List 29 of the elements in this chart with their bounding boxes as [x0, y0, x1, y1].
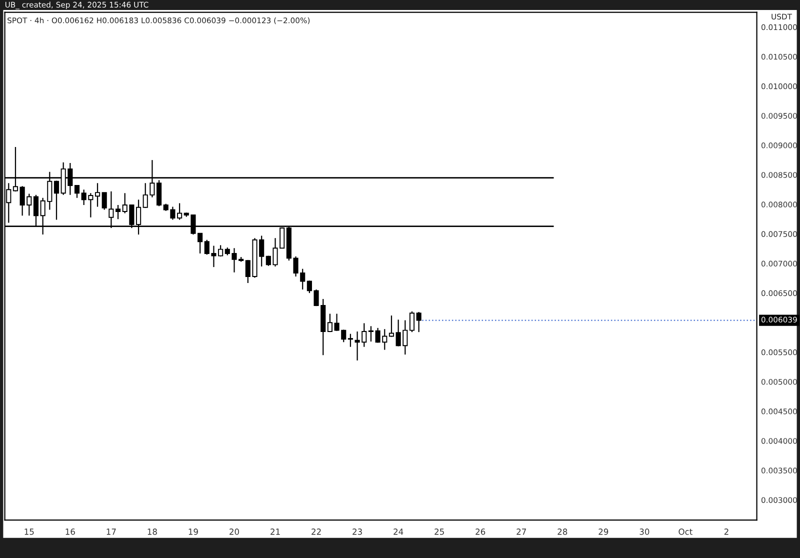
x-tick-label: 16: [66, 528, 75, 535]
candlestick: [327, 313, 332, 333]
candlestick: [94, 182, 100, 208]
x-tick-label: 24: [394, 528, 404, 535]
x-tick-label: 2: [724, 528, 728, 535]
x-tick-label: 18: [148, 528, 157, 535]
x-tick-label: Oct: [678, 528, 692, 535]
x-tick-label: 27: [516, 528, 526, 535]
x-tick-label: 28: [558, 528, 568, 535]
candlestick: [115, 204, 121, 220]
candlestick: [416, 311, 422, 333]
x-tick-label: 19: [188, 528, 198, 535]
x-tick-label: 23: [352, 528, 362, 535]
x-tick-label: 21: [270, 528, 280, 535]
x-tick-label: 15: [24, 528, 34, 535]
x-tick-label: 30: [640, 528, 650, 535]
candlestick: [348, 333, 353, 348]
x-tick-label: 20: [230, 528, 239, 535]
x-tick-label: 25: [434, 528, 444, 535]
candlestick: [409, 310, 415, 333]
x-tick-label: 17: [106, 528, 116, 535]
x-tick-label: 22: [312, 528, 321, 535]
x-tick-label: 26: [476, 528, 486, 535]
candlestick: [388, 314, 394, 338]
x-tick-label: 29: [598, 528, 608, 535]
candlestick: [74, 184, 80, 198]
candlestick: [368, 326, 374, 342]
candlestick: [102, 192, 107, 210]
candlestick: [54, 180, 60, 220]
